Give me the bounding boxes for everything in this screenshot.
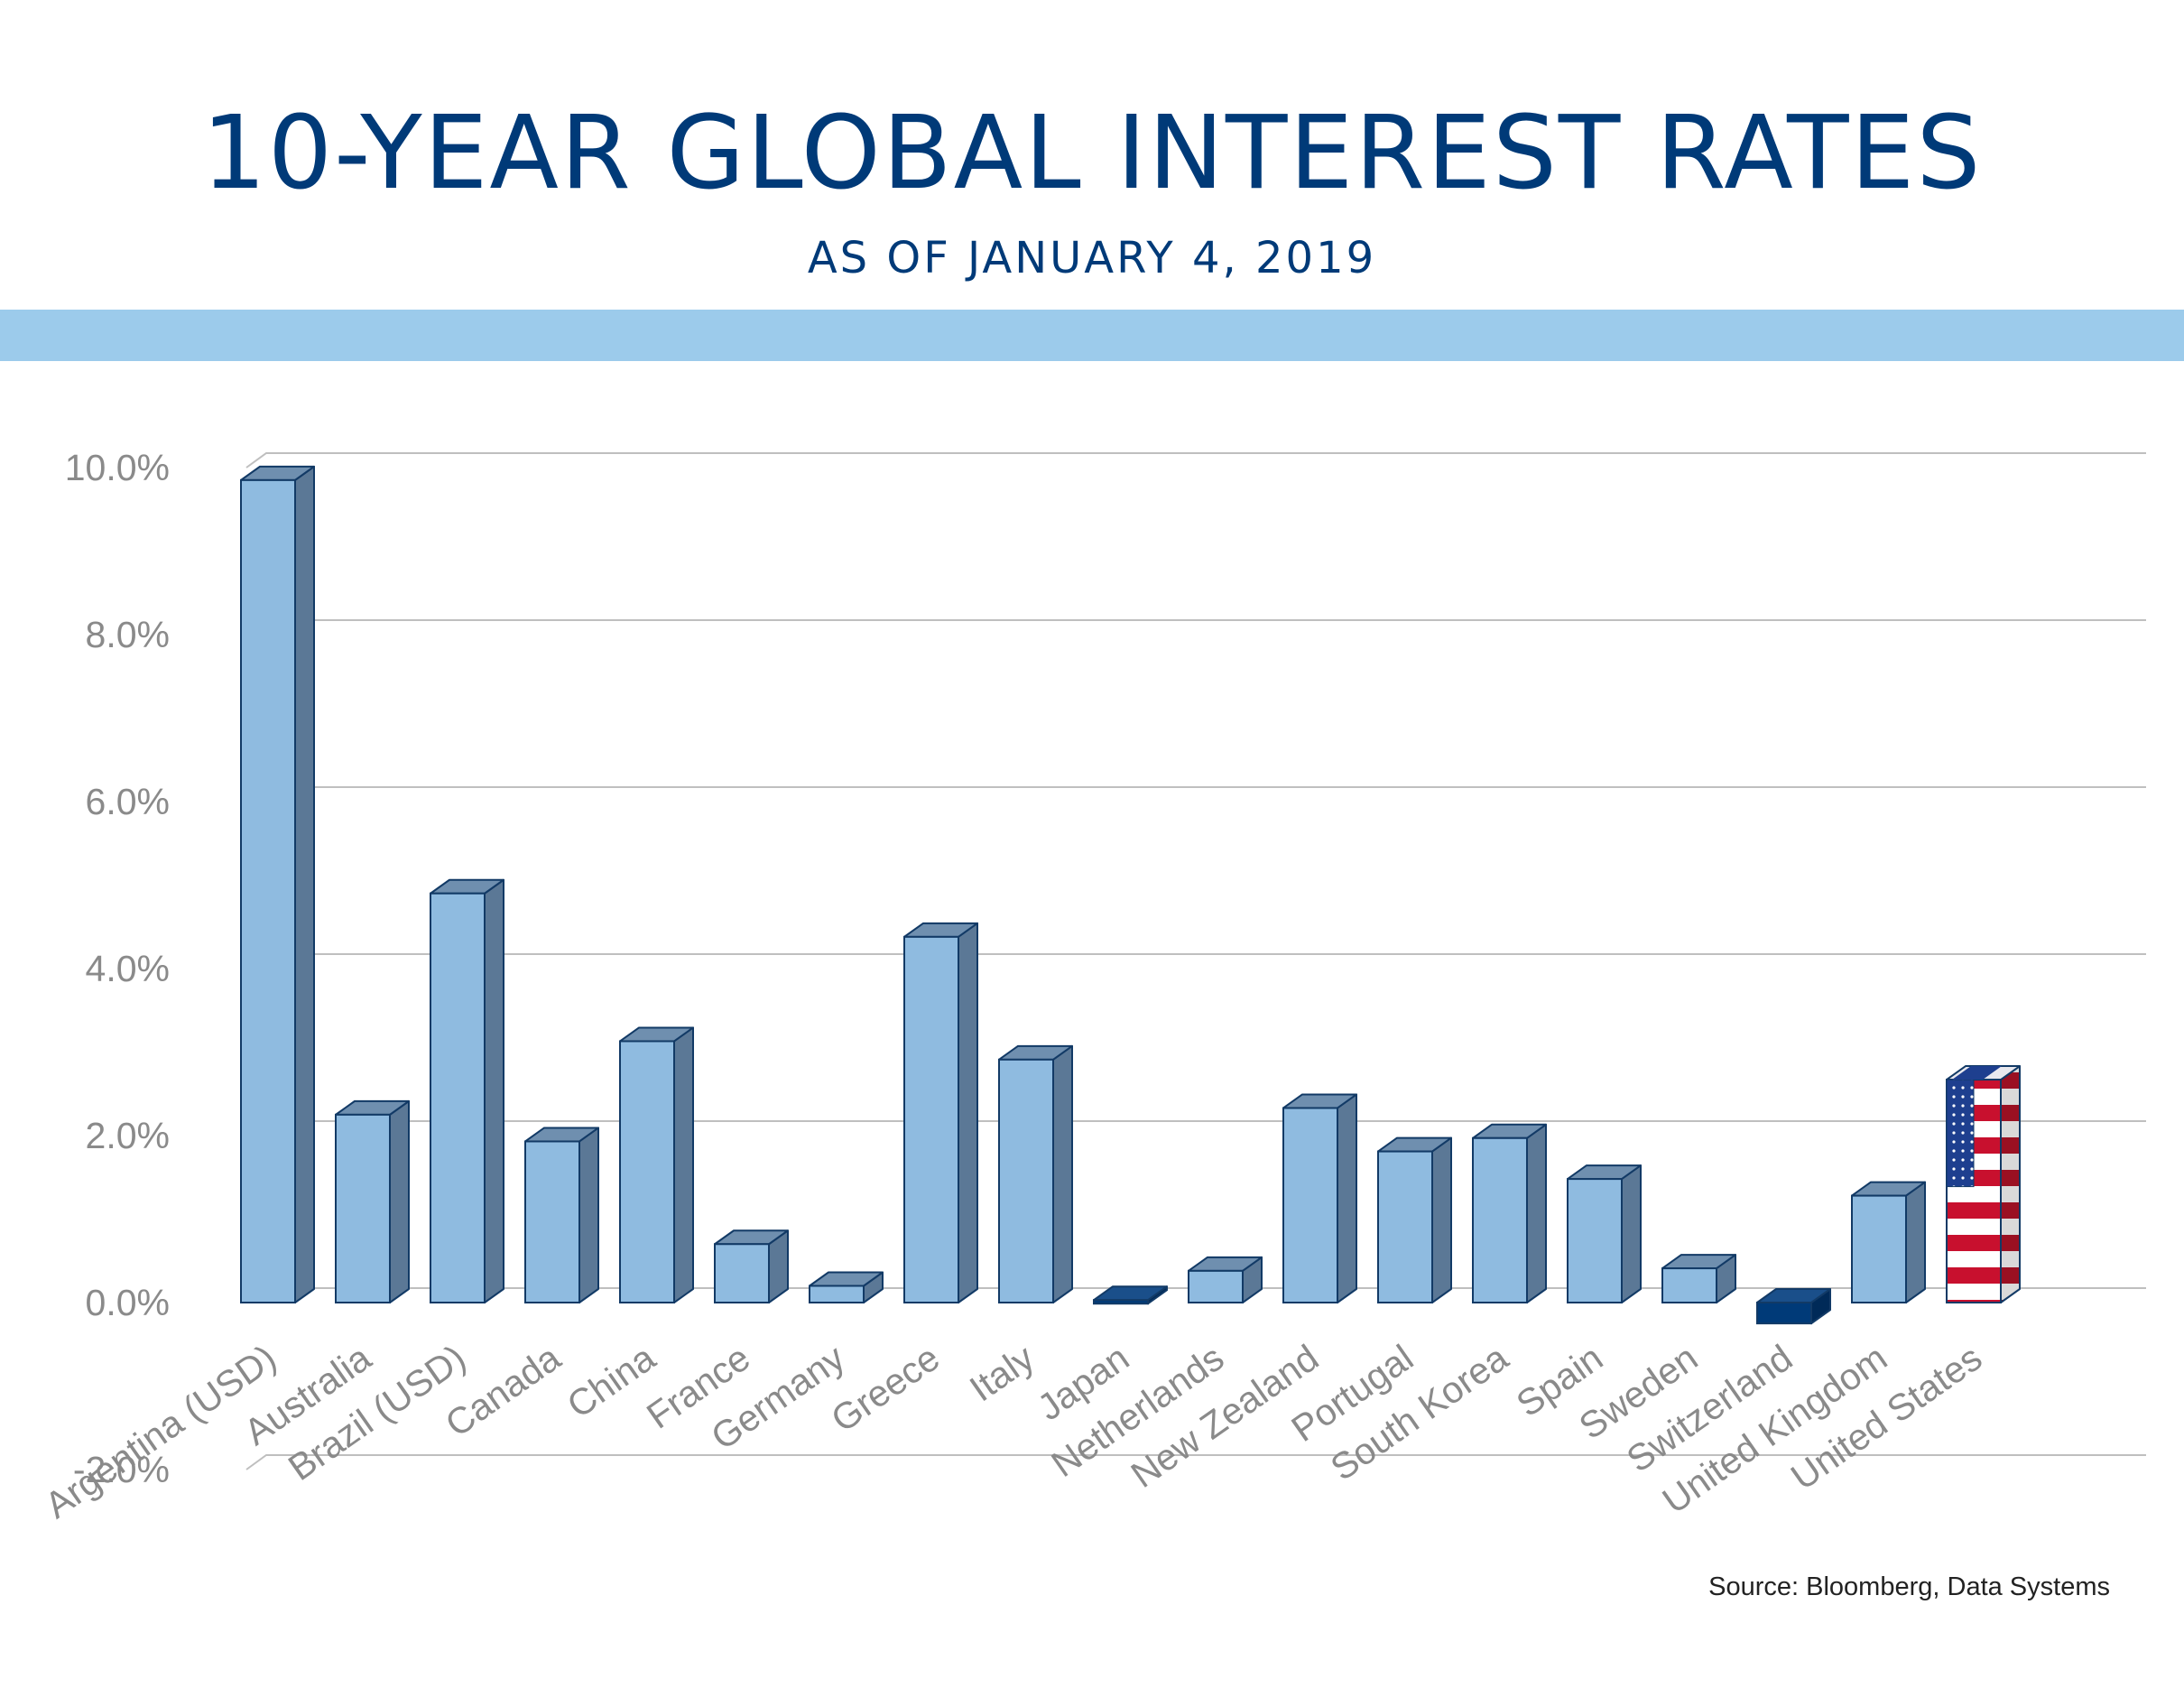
bar-front [714,1243,770,1303]
bar-front [1756,1302,1812,1325]
bar-side [1337,1093,1357,1303]
bar [903,922,978,1303]
y-tick-label: 10.0% [65,447,170,488]
bar-side [1905,1181,1926,1303]
gridline [245,452,2146,468]
bar [1377,1136,1452,1303]
page-title: 10-YEAR GLOBAL INTEREST RATES [201,95,1983,212]
bar-side [2000,1065,2021,1303]
bar [430,878,504,1303]
bar-front [1472,1136,1528,1304]
bar-front [1282,1107,1338,1303]
bar-side [578,1127,599,1303]
bar [240,465,315,1303]
bar [1282,1093,1357,1303]
bar-front [903,935,959,1303]
bar-side [1621,1164,1642,1303]
bar-side [673,1026,694,1303]
y-tick-label: 2.0% [86,1115,170,1156]
bar [619,1026,694,1303]
bar [524,1127,599,1303]
y-axis-ticks: -2.0% 0.0% 2.0% 4.0% 6.0% 8.0% 10.0% [65,447,170,1490]
bar-front [1093,1299,1149,1305]
us-flag-top [1952,1066,2002,1081]
gridline [245,1120,2146,1136]
bar [1661,1254,1736,1303]
bar [714,1229,789,1303]
bar-front [430,892,486,1303]
gridline [245,1454,2146,1470]
bar [1093,1285,1168,1305]
y-tick-label: 4.0% [86,948,170,989]
source-note: Source: Bloomberg, Data Systems [1708,1572,2110,1601]
bar-side [958,922,978,1303]
bar [1946,1065,2021,1304]
bar-front [998,1058,1054,1303]
bar [809,1271,884,1303]
bar-side [1526,1123,1547,1303]
bar [998,1044,1073,1303]
bar-side [1052,1044,1073,1303]
x-tick-label: Italy [962,1336,1041,1409]
gridline [245,619,2146,635]
y-tick-label: 8.0% [86,614,170,655]
bar-front [1851,1194,1907,1303]
page-subtitle: AS OF JANUARY 4, 2019 [807,233,1377,283]
gridline [245,786,2146,802]
bar [1567,1164,1642,1303]
bar-front [1377,1150,1433,1303]
bar-front [335,1113,391,1303]
bars [240,465,2021,1325]
bar [1188,1256,1263,1303]
x-tick-label: Greece [824,1337,948,1441]
bar [1851,1181,1926,1303]
bar-side [484,878,504,1303]
header-band [0,310,2184,361]
bar-front [524,1140,580,1303]
gridlines [245,452,2146,1470]
us-flag-canton [1946,1079,1975,1188]
bar [1472,1123,1547,1304]
bar-front [1188,1269,1244,1303]
bar-front [240,478,296,1303]
bar-front [1661,1267,1717,1303]
gridline [245,953,2146,969]
bar-side [389,1099,410,1303]
bar-front [1567,1178,1623,1303]
bar-front [619,1040,675,1303]
bar [1756,1288,1831,1325]
y-tick-label: 6.0% [86,781,170,822]
bar-side [1431,1136,1452,1303]
bar-front [809,1285,865,1303]
y-tick-label: -2.0% [73,1449,170,1490]
bar [335,1099,410,1303]
y-tick-label: 0.0% [86,1282,170,1323]
bar-side [294,465,315,1303]
